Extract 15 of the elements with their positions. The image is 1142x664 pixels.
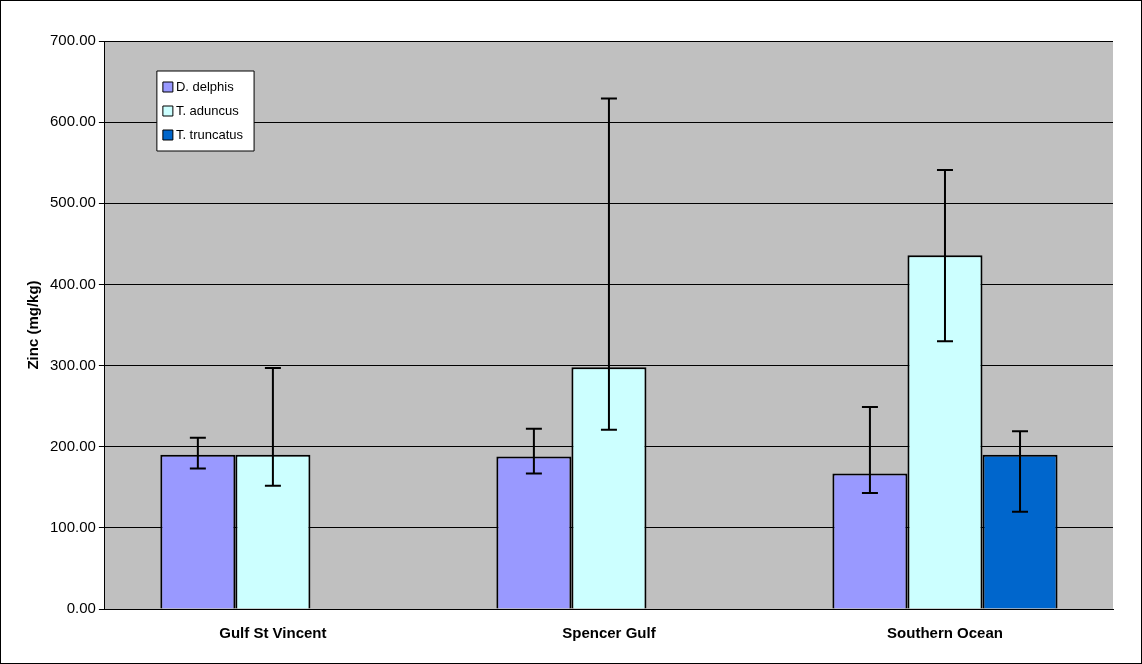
x-tick-label: Gulf St Vincent bbox=[219, 624, 327, 642]
y-tick-label: 700.00 bbox=[49, 31, 96, 49]
y-tick-label: 400.00 bbox=[49, 274, 96, 292]
y-tick-label: 200.00 bbox=[49, 436, 96, 454]
legend-label: T. aduncus bbox=[175, 102, 240, 118]
y-tick-label: 0.00 bbox=[66, 599, 96, 617]
y-tick-label: 300.00 bbox=[49, 355, 96, 373]
y-axis-title: Zinc (mg/kg) bbox=[24, 280, 42, 370]
y-tick-label: 600.00 bbox=[49, 112, 96, 130]
legend-label: D. delphis bbox=[175, 78, 235, 94]
x-tick-label: Spencer Gulf bbox=[562, 624, 657, 642]
y-tick-label: 500.00 bbox=[49, 193, 96, 211]
x-tick-label: Southern Ocean bbox=[887, 624, 1003, 642]
legend-label: T. truncatus bbox=[175, 126, 244, 142]
y-tick-label: 100.00 bbox=[49, 518, 96, 535]
